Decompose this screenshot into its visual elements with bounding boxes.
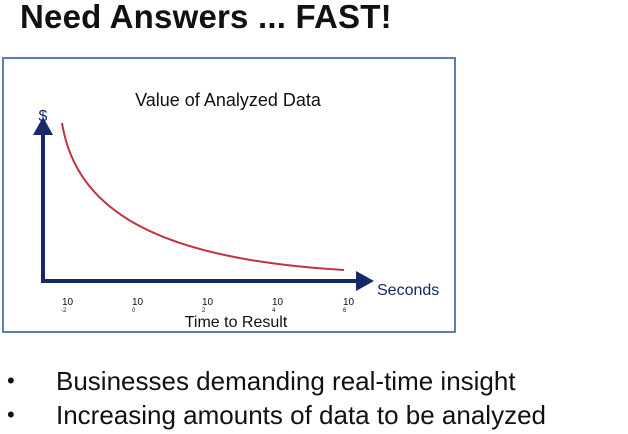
tick-label: 10 6	[343, 297, 355, 314]
x-axis-title: Time to Result	[185, 314, 288, 331]
tick-base: 10	[272, 297, 284, 308]
x-axis-arrowhead	[356, 271, 374, 291]
tick-exponent: -2	[61, 308, 67, 314]
chart-title: Value of Analyzed Data	[135, 90, 322, 110]
x-tick-labels: 10 -2 10 0 10 2 10 4 10 6	[61, 297, 355, 314]
slide-title: Need Answers ... FAST!	[20, 0, 392, 35]
tick-base: 10	[343, 297, 355, 308]
x-axis-unit-label: Seconds	[377, 282, 439, 299]
bullet-icon: •	[7, 368, 15, 393]
tick-label: 10 0	[132, 297, 144, 314]
bullet-item: • Businesses demanding real-time insight	[0, 366, 628, 400]
value-curve	[61, 122, 345, 271]
tick-label: 10 -2	[61, 297, 74, 314]
y-axis-symbol: $	[39, 108, 48, 125]
tick-exponent: 2	[202, 308, 206, 314]
tick-label: 10 4	[272, 297, 284, 314]
chart-figure: Value of Analyzed Data $ Seconds 10 -2 1…	[2, 57, 456, 333]
tick-label: 10 2	[202, 297, 214, 314]
y-axis-arrowhead	[33, 117, 53, 135]
bullet-text: Businesses demanding real-time insight	[56, 366, 516, 396]
bullet-item: • Increasing amounts of data to be analy…	[0, 400, 628, 434]
bullet-icon: •	[7, 402, 15, 427]
bullet-text: Increasing amounts of data to be analyze…	[56, 400, 546, 430]
tick-base: 10	[62, 297, 74, 308]
tick-base: 10	[132, 297, 144, 308]
value-time-chart: Value of Analyzed Data $ Seconds 10 -2 1…	[33, 90, 439, 331]
tick-exponent: 6	[343, 308, 347, 314]
tick-exponent: 0	[132, 308, 136, 314]
tick-exponent: 4	[272, 308, 276, 314]
tick-base: 10	[202, 297, 214, 308]
bullet-list: • Businesses demanding real-time insight…	[0, 366, 628, 434]
